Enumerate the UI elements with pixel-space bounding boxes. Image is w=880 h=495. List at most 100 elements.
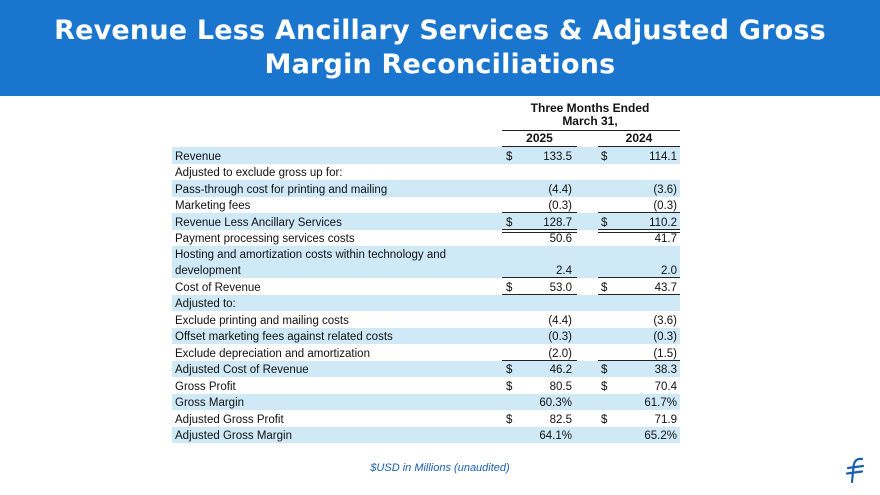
dollar-sign: $ bbox=[601, 216, 608, 229]
dollar-sign: $ bbox=[601, 281, 608, 294]
total-double-line bbox=[598, 231, 680, 233]
table-row: Adjusted to: bbox=[172, 294, 680, 311]
value-2025: (2.0) bbox=[548, 347, 572, 360]
subtotal-line bbox=[598, 212, 680, 213]
dollar-sign: $ bbox=[506, 216, 513, 229]
row-label: Adjusted Gross Margin bbox=[175, 430, 292, 442]
value-2025: 2.4 bbox=[556, 265, 572, 277]
value-2024: 70.4 bbox=[654, 380, 677, 393]
value-2024: 41.7 bbox=[654, 233, 677, 245]
value-2025: 64.1% bbox=[539, 430, 572, 442]
value-2024: 114.1 bbox=[649, 150, 677, 163]
dollar-sign: $ bbox=[506, 281, 513, 294]
table-row: Exclude depreciation and amortization (2… bbox=[172, 344, 680, 361]
page-title: Revenue Less Ancillary Services & Adjust… bbox=[20, 14, 860, 82]
value-2025: 50.6 bbox=[549, 233, 572, 245]
row-label: Gross Profit bbox=[175, 380, 236, 393]
row-label: Pass-through cost for printing and maili… bbox=[175, 183, 388, 196]
dollar-sign: $ bbox=[601, 380, 608, 393]
value-2025: (4.4) bbox=[548, 314, 572, 327]
col-2024-header: 2024 bbox=[625, 131, 653, 145]
value-2025: 82.5 bbox=[549, 413, 572, 426]
value-2024: (1.5) bbox=[653, 347, 677, 360]
value-2024: 61.7% bbox=[644, 397, 677, 409]
value-2024: (3.6) bbox=[653, 314, 677, 327]
value-2025: (0.3) bbox=[548, 331, 572, 343]
period-header: Three Months Ended March 31, bbox=[500, 102, 680, 128]
dollar-sign: $ bbox=[601, 413, 608, 426]
col-2025-underline bbox=[502, 146, 577, 147]
subtotal-line bbox=[598, 277, 680, 278]
value-2024: 43.7 bbox=[654, 281, 677, 294]
total-line bbox=[598, 228, 680, 230]
table-row: Revenue Less Ancillary Services $ 128.7 … bbox=[172, 213, 680, 233]
row-label-continued: development bbox=[175, 265, 241, 277]
table-row: Adjusted Gross Profit $ 82.5 $ 71.9 bbox=[172, 410, 680, 427]
value-2025: 80.5 bbox=[549, 380, 572, 393]
value-2024: (3.6) bbox=[653, 183, 677, 196]
value-2024: 71.9 bbox=[654, 413, 677, 426]
value-2025: (0.3) bbox=[548, 200, 572, 212]
value-2024: 65.2% bbox=[644, 430, 677, 442]
row-label: Adjusted Cost of Revenue bbox=[175, 364, 309, 376]
table-row: Adjusted to exclude gross up for: bbox=[172, 164, 680, 181]
row-label: Revenue Less Ancillary Services bbox=[175, 216, 342, 229]
row-label: Offset marketing fees against related co… bbox=[175, 331, 393, 343]
row-label: Revenue bbox=[175, 150, 222, 163]
table-row: Adjusted Cost of Revenue $ 46.2 $ 38.3 bbox=[172, 360, 680, 377]
period-header-line-2: March 31, bbox=[562, 114, 618, 128]
dollar-sign: $ bbox=[506, 380, 513, 393]
page-title-line-1: Revenue Less Ancillary Services & Adjust… bbox=[54, 15, 826, 46]
table-row: Hosting and amortization costs within te… bbox=[172, 246, 680, 278]
row-label: Adjusted Gross Profit bbox=[175, 413, 284, 426]
table-row: Offset marketing fees against related co… bbox=[172, 327, 680, 344]
subtotal-line bbox=[502, 212, 577, 213]
period-underline bbox=[502, 130, 680, 131]
value-2025: 46.2 bbox=[549, 364, 572, 376]
value-2025: 128.7 bbox=[543, 216, 572, 229]
row-label: Adjusted to: bbox=[175, 298, 236, 310]
row-label: Cost of Revenue bbox=[175, 281, 261, 294]
table-row: Gross Margin 60.3% 61.7% bbox=[172, 393, 680, 410]
value-2024: 38.3 bbox=[654, 364, 677, 376]
dollar-sign: $ bbox=[506, 364, 513, 376]
value-2025: 60.3% bbox=[539, 397, 572, 409]
table-row: Gross Profit $ 80.5 $ 70.4 bbox=[172, 377, 680, 394]
total-line bbox=[598, 293, 680, 295]
value-2025: (4.4) bbox=[548, 183, 572, 196]
row-label: Gross Margin bbox=[175, 397, 245, 409]
row-label: Exclude printing and mailing costs bbox=[175, 314, 349, 327]
col-2024-underline bbox=[598, 146, 680, 147]
table-row: Marketing fees (0.3) (0.3) bbox=[172, 197, 680, 213]
table-row: Adjusted Gross Margin 64.1% 65.2% bbox=[172, 426, 680, 443]
table-row: Exclude printing and mailing costs (4.4)… bbox=[172, 311, 680, 328]
period-header-line-1: Three Months Ended bbox=[530, 101, 650, 115]
value-2024: (0.3) bbox=[653, 200, 677, 212]
table-row: Pass-through cost for printing and maili… bbox=[172, 180, 680, 197]
total-line bbox=[502, 228, 577, 230]
table-row: Cost of Revenue $ 53.0 $ 43.7 bbox=[172, 278, 680, 298]
footnote: $USD in Millions (unaudited) bbox=[370, 462, 510, 474]
row-label: Marketing fees bbox=[175, 200, 251, 212]
value-2024: 110.2 bbox=[649, 216, 677, 229]
row-label: Adjusted to exclude gross up for: bbox=[175, 167, 343, 179]
value-2025: 133.5 bbox=[543, 150, 572, 163]
total-line bbox=[502, 293, 577, 295]
dollar-sign: $ bbox=[506, 150, 513, 163]
subtotal-line bbox=[502, 359, 577, 361]
title-banner: Revenue Less Ancillary Services & Adjust… bbox=[0, 0, 880, 96]
value-2024: 2.0 bbox=[661, 265, 677, 277]
row-label: Exclude depreciation and amortization bbox=[175, 347, 370, 360]
col-2025-header: 2025 bbox=[526, 131, 553, 145]
flywire-logo-icon bbox=[845, 457, 865, 484]
table-row-revenue: Revenue $ 133.5 $ 114.1 bbox=[172, 147, 680, 164]
subtotal-line bbox=[598, 359, 680, 361]
dollar-sign: $ bbox=[601, 150, 608, 163]
dollar-sign: $ bbox=[601, 364, 608, 376]
dollar-sign: $ bbox=[506, 413, 513, 426]
total-double-line bbox=[502, 231, 577, 233]
page-title-line-2: Margin Reconciliations bbox=[264, 49, 616, 80]
row-label: Payment processing services costs bbox=[175, 233, 355, 245]
value-2024: (0.3) bbox=[653, 331, 677, 343]
table-row: Payment processing services costs 50.6 4… bbox=[172, 230, 680, 247]
